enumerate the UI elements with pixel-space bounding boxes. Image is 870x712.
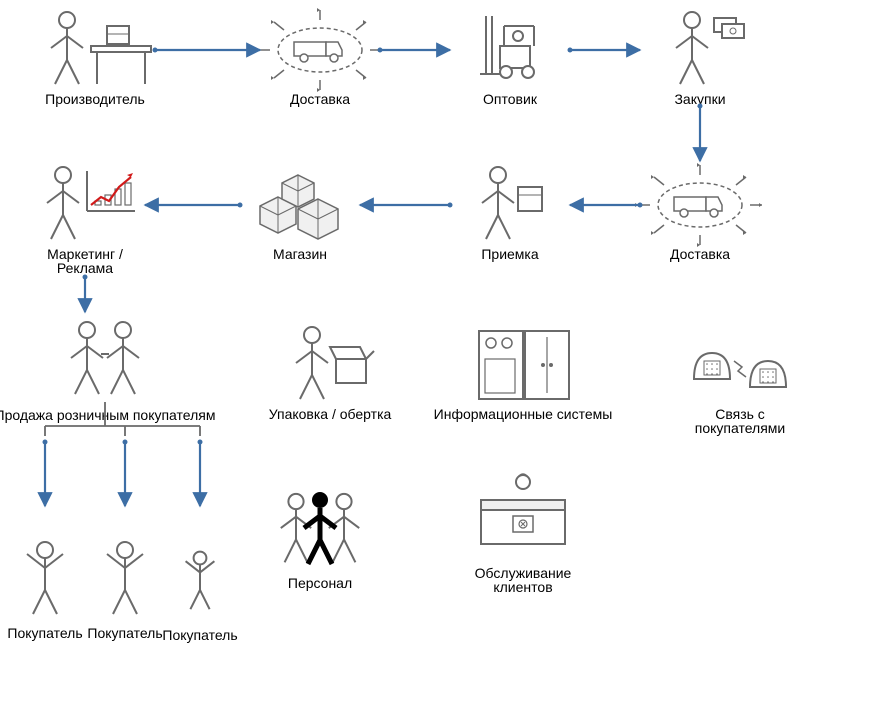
node-purchases	[676, 12, 744, 84]
svg-text:Упаковка / обертка: Упаковка / обертка	[269, 406, 392, 422]
node-wholesale	[480, 16, 534, 78]
svg-text:Покупатель: Покупатель	[162, 627, 237, 643]
node-marketing	[47, 167, 135, 239]
label-marketing: Маркетинг /Реклама	[47, 246, 123, 276]
label-buyer3: Покупатель	[162, 627, 237, 643]
svg-text:Производитель: Производитель	[45, 91, 145, 107]
label-contact: Связь спокупателями	[695, 406, 785, 436]
svg-text:Покупатель: Покупатель	[87, 625, 162, 641]
node-buyer1	[27, 542, 63, 614]
label-pack: Упаковка / обертка	[269, 406, 392, 422]
svg-text:Покупатель: Покупатель	[7, 625, 82, 641]
svg-text:Маркетинг /Реклама: Маркетинг /Реклама	[47, 246, 123, 276]
svg-text:Персонал: Персонал	[288, 575, 352, 591]
svg-text:Информационные системы: Информационные системы	[434, 406, 613, 422]
label-delivery2: Доставка	[670, 246, 730, 262]
label-delivery1: Доставка	[290, 91, 350, 107]
node-service	[481, 474, 565, 544]
svg-text:Доставка: Доставка	[290, 91, 350, 107]
node-pack	[296, 327, 374, 399]
node-producer	[51, 12, 151, 84]
node-delivery1	[255, 8, 382, 92]
node-buyer3	[186, 552, 215, 610]
label-receive: Приемка	[481, 246, 539, 262]
label-store: Магазин	[273, 246, 327, 262]
label-producer: Производитель	[45, 91, 145, 107]
label-buyer2: Покупатель	[87, 625, 162, 641]
svg-text:Приемка: Приемка	[481, 246, 539, 262]
label-staff: Персонал	[288, 575, 352, 591]
svg-text:Магазин: Магазин	[273, 246, 327, 262]
svg-text:Оптовик: Оптовик	[483, 91, 538, 107]
label-buyer1: Покупатель	[7, 625, 82, 641]
svg-text:Продажа розничным покупателям: Продажа розничным покупателям	[0, 407, 215, 423]
node-staff	[281, 492, 359, 564]
node-buyer2	[107, 542, 143, 614]
node-contact	[694, 353, 786, 387]
label-infosys: Информационные системы	[434, 406, 613, 422]
svg-text:Доставка: Доставка	[670, 246, 730, 262]
label-wholesale: Оптовик	[483, 91, 538, 107]
label-service: Обслуживаниеклиентов	[475, 565, 572, 595]
node-store	[260, 175, 338, 239]
node-receive	[482, 167, 542, 239]
label-sales: Продажа розничным покупателям	[0, 407, 215, 423]
svg-text:Обслуживаниеклиентов: Обслуживаниеклиентов	[475, 565, 572, 595]
node-infosys	[479, 331, 569, 399]
svg-text:Связь спокупателями: Связь спокупателями	[695, 406, 785, 436]
node-delivery2	[635, 163, 762, 247]
node-sales	[71, 322, 139, 394]
